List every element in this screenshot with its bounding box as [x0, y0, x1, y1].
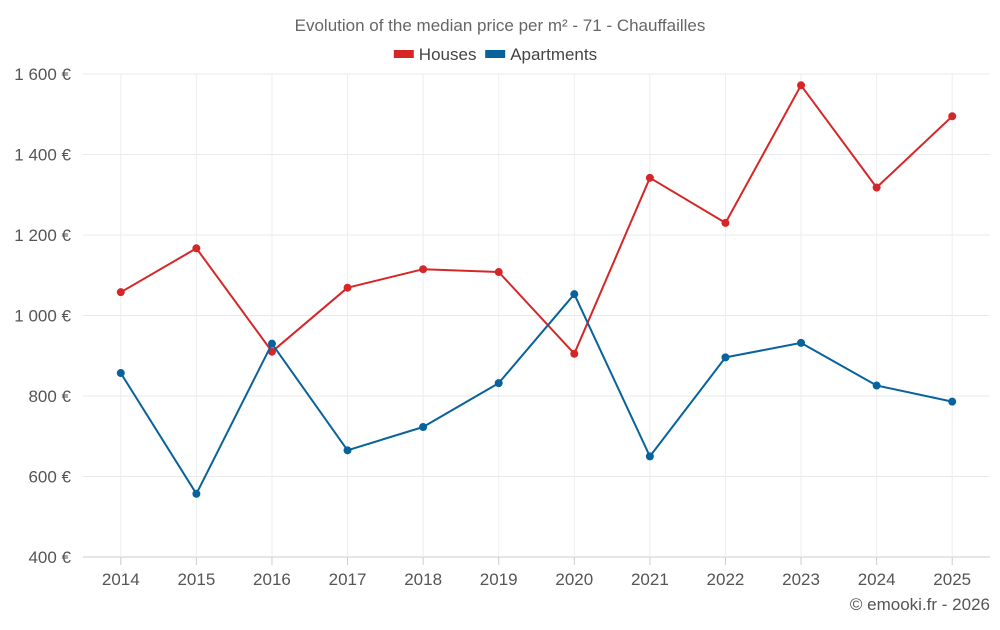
y-tick-label: 1 200 €: [14, 226, 71, 245]
x-tick-label: 2024: [858, 570, 896, 589]
data-point-apartments[interactable]: [116, 369, 125, 378]
x-tick-label: 2025: [933, 570, 971, 589]
data-point-houses[interactable]: [494, 268, 503, 277]
data-point-houses[interactable]: [343, 283, 352, 292]
legend-swatch: [393, 50, 414, 58]
legend-item-houses[interactable]: Houses: [393, 45, 477, 64]
x-tick-label: 2021: [631, 570, 669, 589]
y-axis: 400 € 600 € 800 € 1 000 € 1 200 € 1 400 € 1 60…: [14, 65, 71, 567]
data-point-houses[interactable]: [872, 183, 881, 192]
data-point-apartments[interactable]: [645, 452, 654, 461]
data-point-apartments[interactable]: [192, 489, 201, 498]
x-tick-label: 2014: [102, 570, 140, 589]
x-tick-label: 2019: [480, 570, 518, 589]
series-layer: [116, 81, 957, 498]
data-point-houses[interactable]: [645, 173, 654, 182]
chart-credit: © emooki.fr - 2026: [850, 595, 990, 614]
x-tick-label: 2020: [555, 570, 593, 589]
x-tick-label: 2018: [404, 570, 442, 589]
data-point-houses[interactable]: [192, 244, 201, 253]
data-point-houses[interactable]: [797, 81, 806, 90]
x-axis: 2014 2015 2016 2017 2018 2019 2020 2021 2022 2023…: [102, 557, 971, 589]
x-tick-label: 2023: [782, 570, 820, 589]
data-point-houses[interactable]: [948, 112, 957, 121]
data-point-apartments[interactable]: [343, 446, 352, 455]
data-point-houses[interactable]: [116, 288, 125, 297]
data-point-apartments[interactable]: [267, 339, 276, 348]
data-point-apartments[interactable]: [948, 397, 957, 406]
x-tick-label: 2015: [177, 570, 215, 589]
y-tick-label: 1 000 €: [14, 307, 71, 326]
series-line-houses: [120, 84, 953, 355]
y-tick-label: 600 €: [28, 468, 71, 487]
y-tick-label: 800 €: [28, 387, 71, 406]
data-point-houses[interactable]: [419, 265, 428, 274]
legend: Houses Apartments: [393, 45, 597, 64]
data-point-apartments[interactable]: [721, 353, 730, 362]
data-point-apartments[interactable]: [797, 338, 806, 347]
y-tick-label: 400 €: [28, 548, 71, 567]
x-tick-label: 2017: [329, 570, 367, 589]
legend-swatch: [485, 50, 506, 58]
x-tick-label: 2022: [707, 570, 745, 589]
data-point-apartments[interactable]: [494, 379, 503, 388]
grid: [83, 73, 990, 558]
x-tick-label: 2016: [253, 570, 291, 589]
data-point-apartments[interactable]: [570, 290, 579, 299]
data-point-houses[interactable]: [721, 218, 730, 227]
y-tick-label: 1 600 €: [14, 65, 71, 84]
data-point-houses[interactable]: [570, 349, 579, 358]
legend-label: Houses: [419, 45, 477, 64]
data-point-apartments[interactable]: [872, 381, 881, 390]
legend-item-apartments[interactable]: Apartments: [485, 45, 597, 64]
y-tick-label: 1 400 €: [14, 146, 71, 165]
chart-title: Evolution of the median price per m² - 7…: [295, 16, 706, 35]
data-point-apartments[interactable]: [419, 422, 428, 431]
series-line-apartments: [119, 293, 953, 495]
legend-label: Apartments: [510, 45, 597, 64]
